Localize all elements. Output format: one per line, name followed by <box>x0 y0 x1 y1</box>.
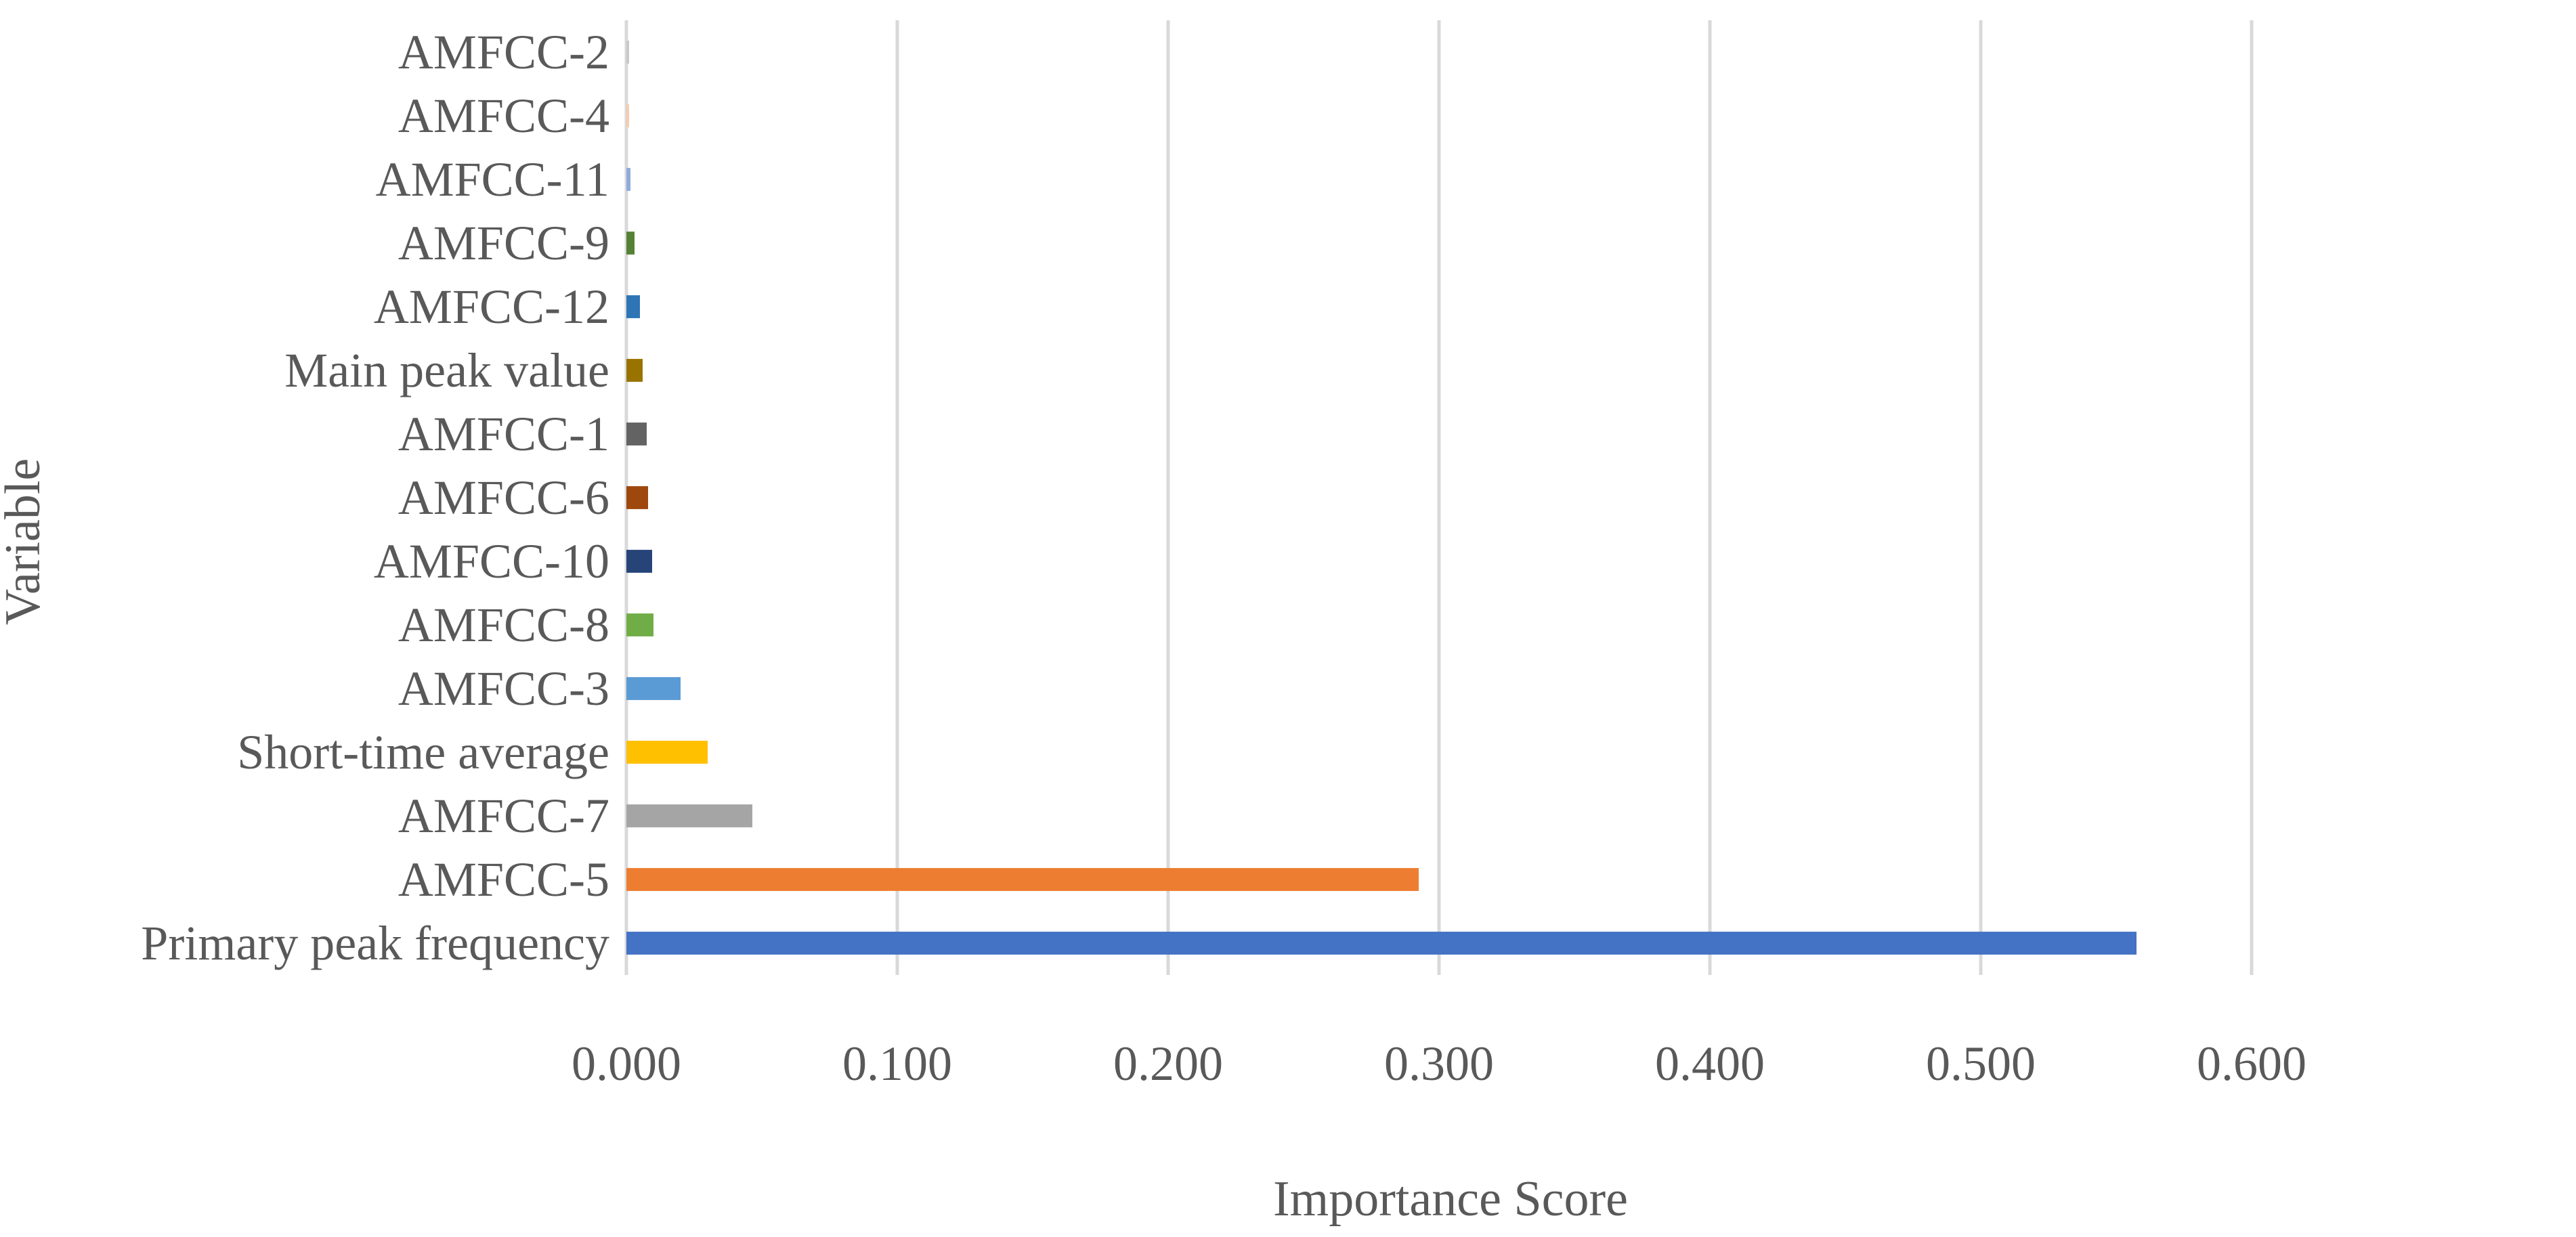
category-label: AMFCC-6 <box>398 471 609 525</box>
bar <box>626 295 640 318</box>
x-tick-label: 0.600 <box>2197 1037 2306 1091</box>
category-label: Short-time average <box>237 725 609 779</box>
category-label: Main peak value <box>284 343 609 397</box>
bar <box>626 104 629 127</box>
bar <box>626 741 708 764</box>
bars <box>626 41 2137 955</box>
category-label: AMFCC-7 <box>398 789 609 843</box>
category-label: AMFCC-1 <box>398 407 609 461</box>
bar <box>626 677 681 700</box>
category-labels: AMFCC-2 AMFCC-4 AMFCC-11 AMFCC-9 AMFCC-12 Mai… <box>141 25 609 970</box>
bar <box>626 486 648 509</box>
x-tick-label: 0.400 <box>1655 1037 1765 1091</box>
category-label: AMFCC-12 <box>374 280 609 334</box>
x-tick-label: 0.300 <box>1384 1037 1494 1091</box>
bar <box>626 868 1419 891</box>
bar <box>626 41 629 64</box>
category-label: AMFCC-2 <box>398 25 609 79</box>
bar <box>626 422 647 446</box>
bar <box>626 232 635 255</box>
bar <box>626 359 643 382</box>
category-label: AMFCC-3 <box>398 661 609 716</box>
category-label: Primary peak frequency <box>141 916 609 970</box>
x-axis-title: Importance Score <box>1273 1171 1628 1227</box>
x-tick-label: 0.500 <box>1926 1037 2036 1091</box>
bar <box>626 613 653 636</box>
y-axis-title: Variable <box>0 458 51 626</box>
category-label: AMFCC-10 <box>374 534 609 588</box>
category-label: AMFCC-8 <box>398 598 609 652</box>
x-tick-label: 0.100 <box>842 1037 952 1091</box>
x-tick-labels: 0.000 0.100 0.200 0.300 0.400 0.500 0.600 <box>572 1037 2306 1091</box>
gridlines <box>624 20 2254 975</box>
x-tick-label: 0.000 <box>572 1037 681 1091</box>
bar <box>626 932 2137 955</box>
category-label: AMFCC-4 <box>398 89 609 143</box>
category-label: AMFCC-9 <box>398 216 609 270</box>
category-label: AMFCC-5 <box>398 852 609 907</box>
bar <box>626 804 752 827</box>
category-label: AMFCC-11 <box>376 152 609 207</box>
bar <box>626 168 630 191</box>
x-tick-label: 0.200 <box>1113 1037 1223 1091</box>
bar <box>626 550 652 573</box>
